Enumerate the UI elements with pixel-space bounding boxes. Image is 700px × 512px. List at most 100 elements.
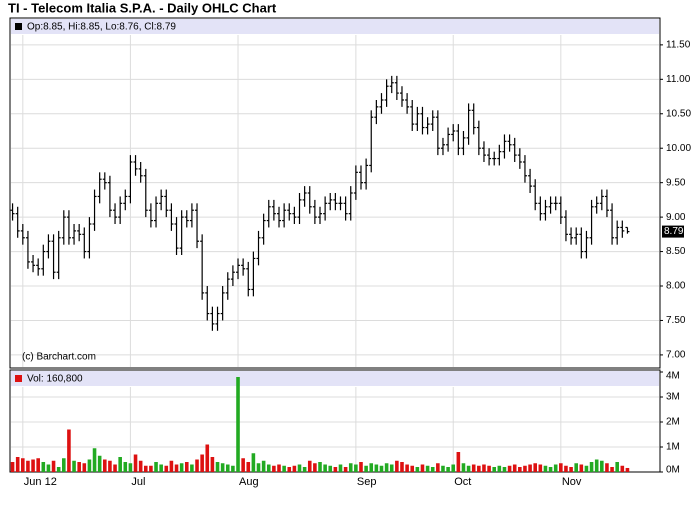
volume-bar [369, 463, 374, 472]
volume-bar [195, 459, 199, 472]
volume-bar [471, 464, 476, 472]
volume-bar [410, 465, 415, 472]
volume-bar [307, 460, 312, 472]
volume-legend-strip [11, 371, 659, 386]
volume-bar [184, 462, 189, 472]
last-price-tag [662, 225, 684, 238]
chart-title: TI - Telecom Italia S.P.A. - Daily OHLC … [8, 0, 277, 15]
volume-bar [113, 464, 117, 472]
volume-bar [492, 467, 497, 472]
volume-bar [215, 462, 220, 472]
y-tick-label: 9.00 [666, 212, 686, 223]
volume-bar [118, 457, 122, 472]
volume-bar [313, 463, 317, 472]
volume-bar [338, 464, 343, 472]
volume-bar [405, 464, 409, 472]
volume-bar [67, 429, 71, 472]
volume-bar [292, 465, 297, 472]
y-tick-label: 8.00 [666, 281, 686, 292]
volume-bar [210, 457, 215, 472]
volume-bar [62, 458, 66, 472]
volume-bar [579, 464, 584, 472]
volume-bar [395, 460, 399, 472]
volume-bar [343, 467, 348, 472]
volume-bar [200, 454, 204, 472]
volume-bar [374, 464, 379, 472]
volume-bar [220, 463, 225, 472]
x-tick-label: Sep [357, 476, 377, 488]
volume-bar [15, 457, 20, 472]
volume-bar [328, 465, 333, 472]
volume-bar [538, 464, 543, 472]
volume-bar [133, 454, 138, 472]
x-tick-label: Oct [454, 476, 471, 488]
volume-bar [246, 462, 251, 472]
volume-bar [384, 463, 389, 472]
volume-bar [174, 464, 179, 472]
volume-bar [323, 464, 327, 472]
volume-bar [553, 464, 558, 472]
volume-bar [36, 458, 40, 472]
y-tick-label: 7.00 [666, 350, 686, 361]
volume-bar [56, 467, 61, 472]
volume-bar [559, 463, 563, 472]
volume-bar [10, 462, 15, 472]
volume-bar [477, 465, 481, 472]
volume-bar [51, 460, 56, 472]
volume-bar [620, 465, 625, 472]
price-legend-swatch [15, 23, 22, 30]
y-tick-label: 4M [666, 371, 680, 382]
volume-bar [441, 465, 445, 472]
watermark: (c) Barchart.com [22, 352, 96, 363]
volume-bar [354, 464, 358, 472]
volume-bar [502, 467, 507, 472]
volume-bar [574, 463, 578, 472]
volume-bar [379, 465, 384, 472]
volume-bar [528, 464, 532, 472]
volume-bar [241, 458, 245, 472]
volume-bar [138, 460, 143, 472]
y-tick-label: 3M [666, 392, 680, 403]
volume-bar [333, 467, 338, 472]
volume-bar [97, 455, 102, 472]
volume-bar [594, 459, 599, 472]
y-tick-label: 7.50 [666, 315, 686, 326]
volume-bar [21, 458, 25, 472]
volume-bar [92, 448, 97, 472]
y-tick-label: 0M [666, 465, 680, 476]
y-tick-label: 10.00 [666, 143, 691, 154]
volume-bar [179, 463, 184, 472]
volume-bar [190, 464, 194, 472]
volume-bar [400, 462, 404, 472]
volume-bar [251, 453, 256, 472]
x-tick-label: Nov [562, 476, 582, 488]
volume-bar [149, 465, 153, 472]
volume-bar [103, 459, 107, 472]
volume-bar [302, 467, 307, 472]
volume-bar [231, 465, 235, 472]
volume-bar [451, 464, 456, 472]
volume-bar [282, 465, 286, 472]
volume-bar [533, 463, 537, 472]
volume-bar [108, 460, 112, 472]
volume-bar [543, 465, 548, 472]
volume-bar [466, 465, 471, 472]
volume-bar [389, 464, 394, 472]
volume-bar [497, 465, 502, 472]
volume-bar [487, 465, 491, 472]
volume-bar [256, 463, 261, 472]
last-price-label: 8.79 [664, 226, 684, 237]
volume-bar [425, 465, 430, 472]
volume-bar [625, 467, 630, 472]
volume-bar [523, 465, 527, 472]
volume-bar [261, 460, 266, 472]
volume-bar [277, 464, 281, 472]
volume-bar [128, 463, 133, 472]
volume-legend: Vol: 160,800 [27, 374, 83, 385]
volume-bar [164, 465, 169, 472]
volume-bar [446, 467, 450, 472]
volume-bar [87, 459, 92, 472]
volume-bar [359, 462, 363, 472]
price-legend-strip [11, 19, 659, 34]
